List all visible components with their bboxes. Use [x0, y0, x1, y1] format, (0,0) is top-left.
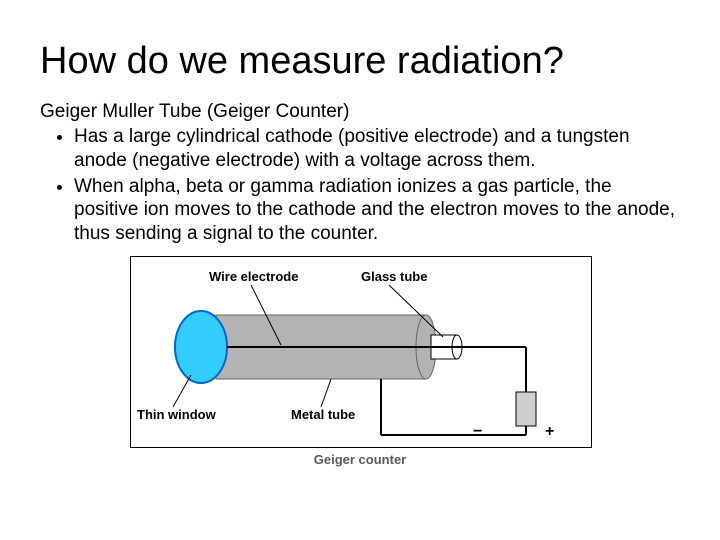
resistor	[516, 392, 536, 426]
label-wire-electrode: Wire electrode	[209, 269, 298, 284]
pointer-metal-tube	[321, 379, 331, 407]
diagram-caption: Geiger counter	[130, 452, 590, 467]
geiger-diagram: Wire electrode Glass tube Thin window Me…	[130, 256, 592, 448]
bullet-item: Has a large cylindrical cathode (positiv…	[74, 125, 680, 173]
thin-window	[175, 311, 227, 383]
pointer-thin-window	[173, 375, 191, 407]
bullet-item: When alpha, beta or gamma radiation ioni…	[74, 175, 680, 246]
label-thin-window: Thin window	[137, 407, 216, 422]
label-minus: −	[473, 423, 482, 441]
slide-subtitle: Geiger Muller Tube (Geiger Counter)	[40, 101, 680, 123]
bullet-list: Has a large cylindrical cathode (positiv…	[40, 125, 680, 246]
slide: How do we measure radiation? Geiger Mull…	[0, 0, 720, 540]
label-plus: +	[545, 423, 554, 441]
slide-title: How do we measure radiation?	[40, 40, 680, 83]
diagram-container: Wire electrode Glass tube Thin window Me…	[130, 256, 590, 467]
label-glass-tube: Glass tube	[361, 269, 427, 284]
label-metal-tube: Metal tube	[291, 407, 355, 422]
